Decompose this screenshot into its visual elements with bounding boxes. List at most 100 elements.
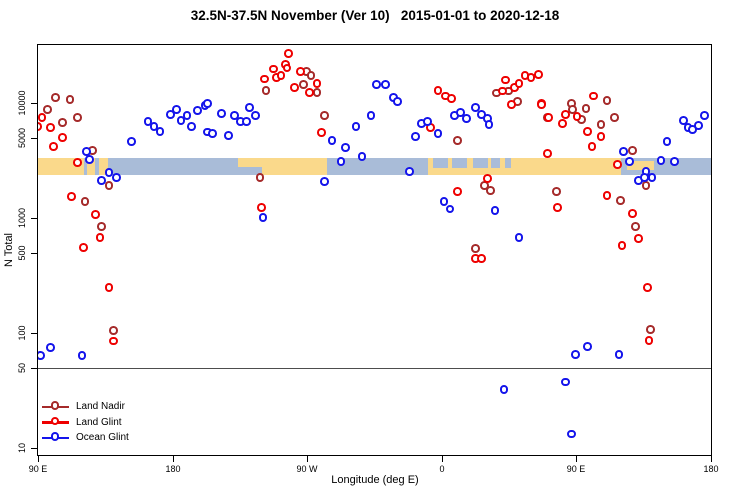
data-point-land-glint bbox=[501, 75, 510, 85]
x-axis-tick bbox=[38, 456, 39, 462]
data-point-ocean-glint bbox=[242, 116, 251, 126]
data-point-ocean-glint bbox=[514, 233, 524, 242]
data-point-land-glint bbox=[67, 192, 76, 201]
data-point-ocean-glint bbox=[619, 146, 628, 156]
legend-item: Ocean Glint bbox=[42, 430, 182, 446]
x-axis-tick-label: 0 bbox=[439, 464, 445, 474]
data-point-land-glint bbox=[589, 91, 598, 101]
legend: Land Nadir Land Glint Ocean Glint bbox=[42, 399, 182, 446]
data-point-land-glint bbox=[617, 240, 627, 250]
plot-area bbox=[37, 44, 712, 456]
data-point-land-glint bbox=[572, 112, 582, 121]
data-point-ocean-glint bbox=[187, 122, 196, 131]
data-point-ocean-glint bbox=[82, 146, 91, 156]
data-point-ocean-glint bbox=[372, 80, 382, 89]
data-point-ocean-glint bbox=[85, 155, 94, 164]
data-point-land-glint bbox=[447, 94, 456, 103]
map-strip-sea-patch bbox=[491, 158, 501, 168]
data-point-land-nadir bbox=[97, 222, 106, 231]
data-point-ocean-glint bbox=[149, 122, 159, 131]
map-strip-land bbox=[99, 158, 109, 175]
data-point-ocean-glint bbox=[456, 108, 465, 117]
map-strip-land bbox=[262, 158, 327, 175]
data-point-ocean-glint bbox=[155, 126, 165, 136]
data-point-land-nadir bbox=[299, 80, 308, 89]
data-point-ocean-glint bbox=[423, 116, 432, 126]
data-point-ocean-glint bbox=[216, 109, 226, 118]
data-point-land-nadir bbox=[581, 103, 591, 113]
y-axis-tick-label: 50 bbox=[17, 363, 27, 374]
map-strip-sea-patch bbox=[473, 158, 489, 168]
x-axis-tick-label: 90 W bbox=[296, 464, 318, 474]
data-point-ocean-glint bbox=[411, 132, 420, 141]
data-point-land-glint bbox=[58, 133, 68, 142]
data-point-land-glint bbox=[553, 203, 563, 212]
map-strip-land bbox=[38, 158, 85, 175]
data-point-ocean-glint bbox=[462, 113, 471, 123]
data-point-land-glint bbox=[596, 132, 606, 141]
data-point-ocean-glint bbox=[484, 119, 494, 129]
data-point-land-glint bbox=[284, 48, 293, 58]
data-point-land-glint bbox=[613, 159, 622, 169]
legend-item: Land Glint bbox=[42, 415, 182, 431]
data-point-ocean-glint bbox=[46, 343, 56, 352]
data-point-land-glint bbox=[483, 174, 492, 183]
legend-label: Land Nadir bbox=[76, 401, 125, 412]
data-point-ocean-glint bbox=[245, 103, 254, 112]
y-axis-tick bbox=[31, 218, 37, 219]
data-point-ocean-glint bbox=[700, 111, 709, 120]
map-strip-land bbox=[87, 158, 95, 175]
data-point-land-nadir bbox=[486, 185, 495, 195]
data-point-ocean-glint bbox=[405, 167, 414, 176]
data-point-land-nadir bbox=[616, 196, 625, 205]
data-point-land-nadir bbox=[596, 119, 606, 129]
data-point-land-nadir bbox=[58, 118, 68, 127]
data-point-land-glint bbox=[537, 99, 546, 109]
x-axis-tick bbox=[711, 456, 712, 462]
data-point-ocean-glint bbox=[433, 128, 443, 138]
data-point-ocean-glint bbox=[566, 429, 576, 439]
data-point-land-glint bbox=[644, 336, 654, 345]
data-point-land-nadir bbox=[50, 93, 60, 102]
data-point-land-glint bbox=[269, 64, 278, 74]
data-point-ocean-glint bbox=[471, 103, 480, 112]
data-point-ocean-glint bbox=[662, 137, 672, 146]
data-point-land-nadir bbox=[453, 135, 462, 145]
data-point-land-nadir bbox=[312, 88, 322, 97]
data-point-ocean-glint bbox=[625, 156, 634, 166]
data-point-land-glint bbox=[560, 109, 570, 119]
data-point-ocean-glint bbox=[351, 122, 361, 131]
data-point-ocean-glint bbox=[614, 350, 624, 359]
data-point-ocean-glint bbox=[499, 384, 509, 394]
data-point-land-glint bbox=[38, 122, 42, 131]
data-point-land-glint bbox=[534, 70, 543, 79]
data-point-land-glint bbox=[583, 126, 592, 136]
y-axis-tick bbox=[31, 448, 37, 449]
data-point-land-glint bbox=[643, 283, 652, 292]
data-point-land-nadir bbox=[568, 104, 577, 114]
data-point-ocean-glint bbox=[207, 128, 217, 138]
data-point-land-nadir bbox=[628, 145, 637, 155]
data-point-land-nadir bbox=[646, 325, 655, 334]
data-point-land-glint bbox=[587, 142, 597, 151]
data-point-ocean-glint bbox=[143, 116, 153, 126]
data-point-ocean-glint bbox=[381, 80, 391, 89]
data-point-land-nadir bbox=[471, 244, 480, 253]
map-strip-sea-patch bbox=[452, 158, 468, 168]
data-point-land-nadir bbox=[73, 113, 82, 122]
x-axis-tick-label: 180 bbox=[165, 464, 181, 474]
data-point-ocean-glint bbox=[104, 168, 114, 177]
data-point-land-glint bbox=[477, 254, 486, 263]
legend-item: Land Nadir bbox=[42, 399, 182, 415]
data-point-land-glint bbox=[276, 70, 286, 80]
data-point-land-glint bbox=[544, 113, 554, 122]
legend-marker-circle bbox=[50, 432, 60, 441]
data-point-land-nadir bbox=[261, 86, 271, 95]
data-point-ocean-glint bbox=[320, 177, 329, 186]
data-point-land-nadir bbox=[255, 172, 265, 182]
y-axis-tick bbox=[31, 103, 37, 104]
data-point-ocean-glint bbox=[357, 152, 367, 161]
data-point-ocean-glint bbox=[97, 175, 106, 185]
x-axis-tick bbox=[307, 456, 308, 462]
data-point-land-glint bbox=[312, 79, 322, 88]
